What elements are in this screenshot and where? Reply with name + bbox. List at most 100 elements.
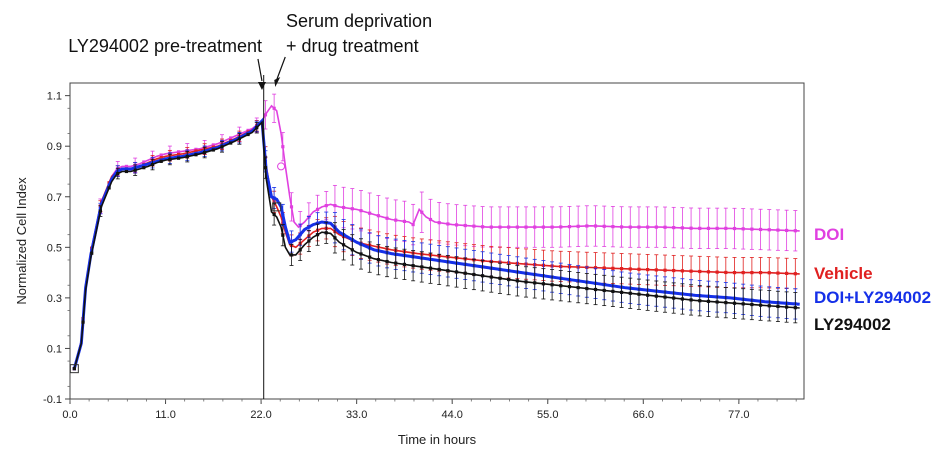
data-point bbox=[715, 300, 719, 304]
x-tick-label: 44.0 bbox=[441, 409, 462, 421]
data-point bbox=[90, 251, 94, 255]
data-point bbox=[272, 106, 276, 110]
data-point bbox=[72, 367, 76, 371]
data-point bbox=[559, 225, 563, 229]
data-point bbox=[706, 299, 711, 303]
data-point bbox=[281, 145, 285, 149]
data-point bbox=[637, 292, 641, 296]
y-axis-ticks: -0.1 0.1 0.3 0.5 0.7 0.9 1.1 bbox=[43, 91, 70, 406]
data-point bbox=[454, 223, 459, 227]
x-axis-title: Time in hours bbox=[398, 432, 477, 447]
data-point bbox=[741, 271, 745, 275]
data-point bbox=[246, 132, 250, 137]
x-tick-label: 55.0 bbox=[537, 409, 558, 421]
data-point bbox=[272, 212, 276, 217]
data-point bbox=[776, 228, 780, 232]
dip-marker bbox=[272, 202, 282, 212]
data-point bbox=[385, 216, 389, 220]
data-point bbox=[472, 272, 476, 277]
data-point bbox=[394, 261, 398, 265]
data-point bbox=[176, 152, 181, 157]
data-point bbox=[646, 267, 650, 272]
data-point bbox=[437, 221, 441, 225]
data-point bbox=[758, 271, 763, 275]
data-point bbox=[272, 196, 276, 200]
data-point bbox=[628, 267, 632, 271]
data-point bbox=[724, 226, 728, 230]
data-point bbox=[628, 225, 632, 229]
data-point bbox=[463, 271, 467, 275]
data-point bbox=[281, 213, 285, 217]
data-point bbox=[533, 225, 537, 229]
y-axis-title: Normalized Cell Index bbox=[14, 177, 29, 305]
data-point bbox=[289, 239, 294, 244]
legend-label: LY294002 bbox=[814, 315, 891, 334]
data-point bbox=[315, 233, 320, 237]
data-point bbox=[767, 304, 771, 308]
data-point bbox=[98, 209, 103, 213]
data-point bbox=[524, 280, 528, 284]
data-point bbox=[585, 286, 589, 291]
data-point bbox=[298, 233, 302, 237]
x-axis-ticks: 0.0 11.0 22.0 33.0 44.0 55.0 66.0 77.0 bbox=[62, 399, 797, 421]
data-point bbox=[342, 243, 346, 247]
data-point bbox=[689, 226, 693, 230]
plot-frame bbox=[69, 82, 805, 400]
data-point bbox=[263, 166, 268, 170]
data-point bbox=[481, 225, 485, 229]
data-point bbox=[663, 268, 667, 272]
data-point bbox=[150, 162, 155, 167]
data-point bbox=[315, 221, 320, 225]
data-point bbox=[593, 266, 598, 270]
data-point bbox=[646, 225, 650, 229]
data-point bbox=[281, 233, 285, 237]
series-layer bbox=[69, 93, 800, 374]
data-point bbox=[637, 267, 641, 271]
data-point bbox=[376, 258, 380, 262]
data-point bbox=[550, 283, 554, 287]
data-point bbox=[289, 253, 294, 257]
data-point bbox=[680, 226, 684, 230]
legend-label: DOI bbox=[814, 225, 844, 244]
data-point bbox=[81, 320, 85, 324]
data-point bbox=[611, 225, 615, 229]
data-point bbox=[507, 225, 511, 229]
data-point bbox=[116, 171, 120, 176]
data-point bbox=[472, 224, 476, 228]
x-tick-label: 77.0 bbox=[728, 409, 749, 421]
data-point bbox=[107, 183, 111, 187]
data-point bbox=[350, 207, 354, 211]
x-tick-label: 0.0 bbox=[62, 409, 77, 421]
data-point bbox=[654, 225, 658, 229]
data-point bbox=[133, 168, 137, 172]
data-point bbox=[142, 163, 146, 167]
data-point bbox=[420, 210, 424, 214]
data-point bbox=[785, 305, 789, 309]
data-point bbox=[324, 231, 328, 235]
data-point bbox=[611, 289, 615, 294]
legend-label: Vehicle bbox=[814, 264, 873, 283]
data-point bbox=[611, 266, 615, 270]
data-point bbox=[229, 136, 233, 140]
data-point bbox=[333, 204, 337, 208]
data-point bbox=[446, 269, 450, 273]
data-point bbox=[698, 299, 702, 303]
data-point bbox=[385, 259, 389, 264]
data-point bbox=[124, 164, 129, 169]
data-point bbox=[359, 209, 363, 213]
data-point bbox=[776, 271, 780, 275]
data-point bbox=[767, 228, 771, 232]
data-point bbox=[758, 303, 763, 307]
data-point bbox=[672, 296, 676, 300]
data-point bbox=[237, 137, 241, 141]
data-point bbox=[559, 284, 563, 288]
data-point bbox=[402, 219, 407, 224]
data-point bbox=[689, 269, 693, 273]
y-tick-label: 0.7 bbox=[47, 192, 62, 204]
data-point bbox=[619, 290, 624, 294]
data-point bbox=[698, 269, 702, 274]
data-point bbox=[263, 113, 268, 117]
data-point bbox=[454, 270, 459, 274]
data-point bbox=[750, 227, 754, 231]
